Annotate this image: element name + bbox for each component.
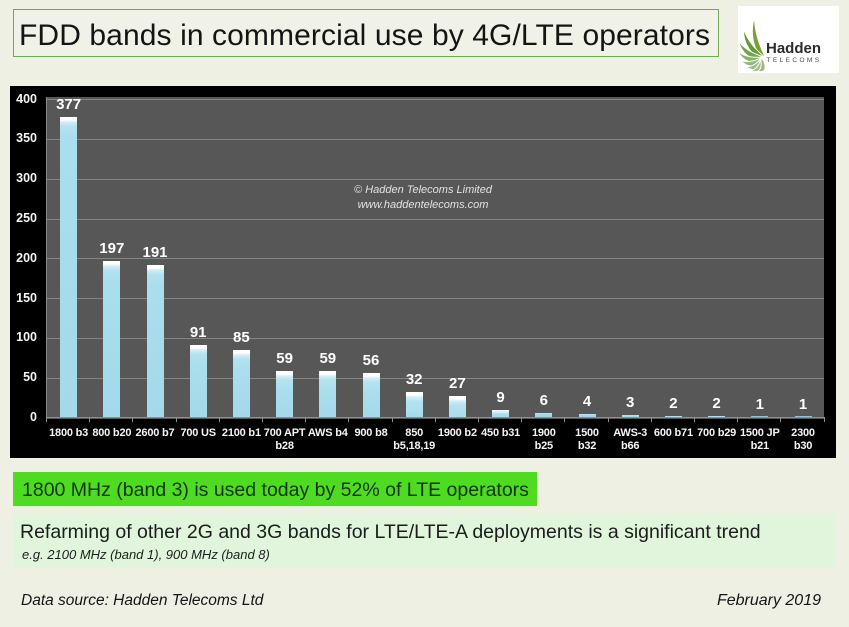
svg-text:TELECOMS: TELECOMS — [767, 57, 822, 64]
svg-text:Hadden: Hadden — [766, 40, 821, 57]
